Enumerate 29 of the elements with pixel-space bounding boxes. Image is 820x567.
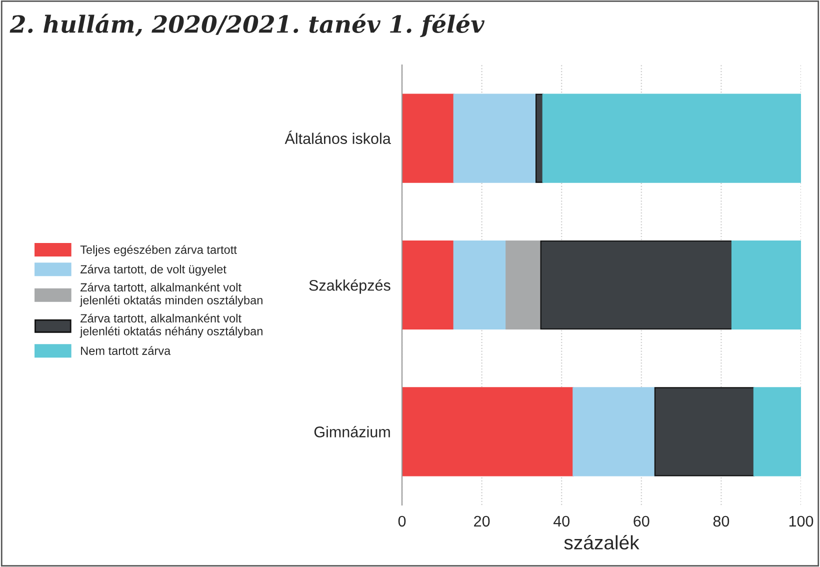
bar (536, 94, 544, 183)
legend-label: Nem tartott zárva (81, 346, 171, 355)
bar (402, 240, 454, 330)
x-tick-label: 20 (474, 516, 490, 527)
bar (540, 240, 733, 330)
bar (453, 240, 507, 330)
bar (572, 387, 656, 476)
bar (402, 94, 454, 183)
bar (542, 94, 801, 183)
y-tick-label: Gimnázium (314, 426, 390, 438)
x-tick-label: 60 (634, 516, 650, 527)
bar (453, 94, 537, 183)
x-tick-label: 80 (713, 516, 730, 527)
legend-label: Teljes egészében zárva tartott (80, 245, 237, 256)
legend-label: Zárva tartott, alkalmanként volt jelenléti oktatás néhány osztályban (80, 314, 262, 338)
x-tick-label: 0 (398, 516, 406, 527)
bar (731, 240, 801, 330)
bar (402, 387, 574, 476)
bar (654, 387, 754, 476)
legend-label: Zárva tartott, de volt ügyelet (80, 264, 226, 276)
chart-title: 2. hullám, 2020/2021. tanév 1. félév (10, 14, 484, 38)
bar (506, 240, 542, 330)
x-tick-label: 100 (789, 516, 814, 527)
legend-label: Zárva tartott, alkalmanként volt jelenléti oktatás minden osztályban (80, 282, 262, 307)
bar (753, 387, 801, 476)
y-tick-label: Szakképzés (309, 279, 390, 294)
x-tick-label: 40 (553, 516, 570, 527)
y-tick-label: Általános iskola (284, 130, 391, 144)
x-axis-title: százalék (564, 534, 640, 550)
